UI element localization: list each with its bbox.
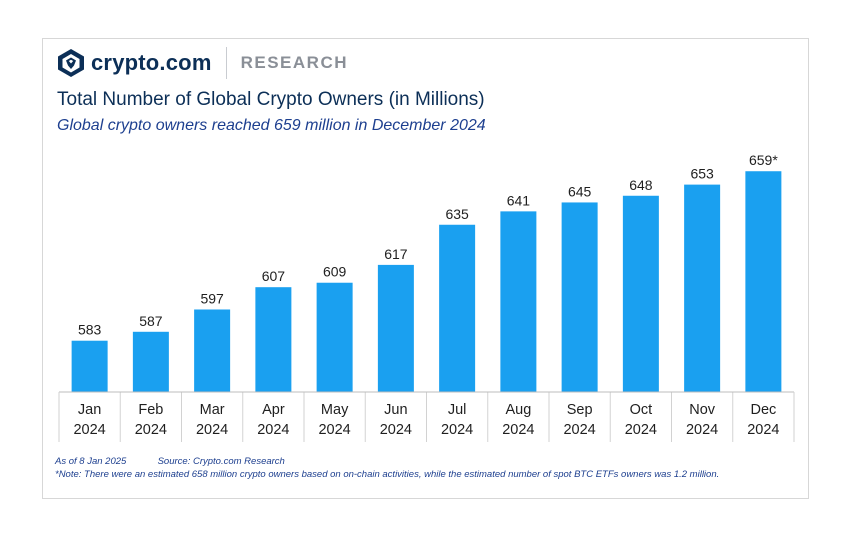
x-tick-year: 2024 [686, 422, 718, 438]
data-label: 609 [323, 264, 347, 280]
bar-apr [255, 287, 292, 392]
footnote: *Note: There were an estimated 658 milli… [55, 469, 720, 480]
data-label: 597 [200, 290, 224, 306]
x-tick-year: 2024 [747, 422, 779, 438]
section-label: RESEARCH [240, 53, 348, 72]
header-divider [225, 47, 227, 79]
x-tick-year: 2024 [196, 422, 228, 438]
x-tick-month: Jul [448, 402, 467, 418]
x-tick-year: 2024 [441, 422, 473, 438]
x-tick-year: 2024 [73, 422, 105, 438]
x-tick-month: Aug [505, 402, 531, 418]
crypto-com-logo-icon [58, 49, 84, 77]
x-tick-year: 2024 [380, 422, 412, 438]
bar-aug [500, 211, 537, 392]
chart-card: crypto.com RESEARCH Total Number of Glob… [42, 38, 809, 499]
data-label: 583 [78, 322, 102, 338]
x-tick-year: 2024 [502, 422, 534, 438]
x-tick-year: 2024 [257, 422, 289, 438]
bar-jan [71, 340, 108, 392]
data-label: 641 [507, 192, 531, 208]
x-tick-month: Apr [262, 402, 285, 418]
data-label: 635 [445, 206, 469, 222]
bar-oct [622, 195, 659, 392]
x-tick-year: 2024 [563, 422, 595, 438]
data-label: 659* [749, 152, 778, 168]
x-tick-month: Mar [200, 402, 225, 418]
bar-sep [561, 202, 598, 392]
chart-subtitle: Global crypto owners reached 659 million… [57, 117, 486, 134]
data-label: 617 [384, 246, 408, 262]
bar-jun [377, 264, 414, 392]
chart-footer: As of 8 Jan 2025 Source: Crypto.com Rese… [55, 455, 795, 481]
source-note: Source: Crypto.com Research [157, 456, 285, 467]
as-of-date: As of 8 Jan 2025 [55, 456, 127, 467]
x-tick-year: 2024 [135, 422, 167, 438]
x-tick-month: Dec [750, 402, 776, 418]
x-tick-month: Jan [78, 402, 101, 418]
bar-feb [132, 331, 169, 392]
data-label: 607 [262, 268, 286, 284]
data-label: 648 [629, 177, 653, 193]
brand-header: crypto.com RESEARCH [57, 47, 348, 79]
x-tick-month: Oct [630, 402, 653, 418]
data-label: 653 [690, 166, 714, 182]
chart-title: Total Number of Global Crypto Owners (in… [57, 89, 485, 110]
brand-name: crypto.com [91, 50, 212, 75]
x-tick-month: Nov [689, 402, 716, 418]
bar-chart: 583 Jan 2024 587 Feb 2024 597 Mar 2024 607 Apr 2024… [58, 152, 795, 442]
x-tick-month: Sep [567, 402, 593, 418]
data-label: 587 [139, 313, 163, 329]
bar-may [316, 282, 353, 392]
bar-mar [194, 309, 231, 392]
data-label: 645 [568, 183, 592, 199]
x-tick-month: May [321, 402, 349, 418]
bar-jul [439, 224, 476, 392]
bar-dec [745, 171, 782, 392]
x-tick-year: 2024 [625, 422, 657, 438]
x-tick-month: Jun [384, 402, 407, 418]
x-tick-month: Feb [138, 402, 163, 418]
x-tick-year: 2024 [318, 422, 350, 438]
bar-nov [684, 184, 721, 392]
